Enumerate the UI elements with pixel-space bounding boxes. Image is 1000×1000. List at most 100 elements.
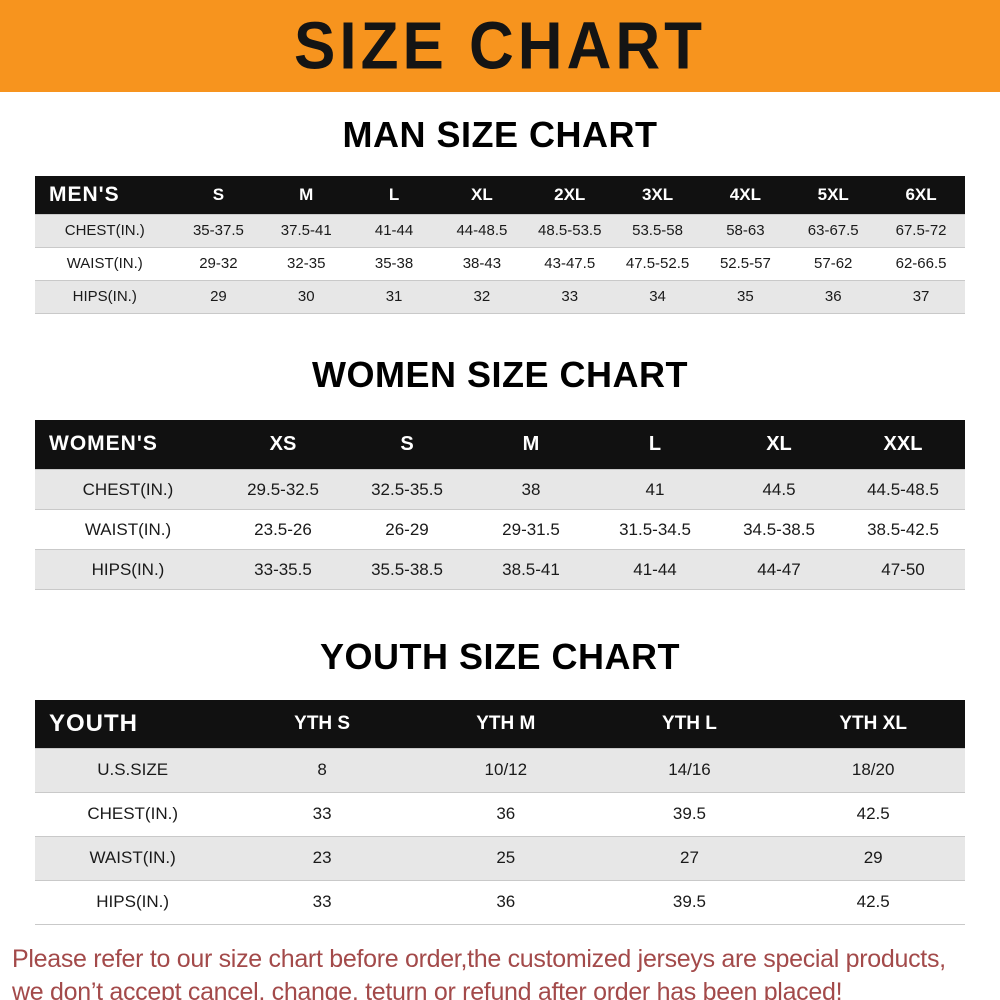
table-cell: 29.5-32.5 — [221, 469, 345, 510]
table-cell: 36 — [413, 791, 598, 836]
table-row: CHEST(IN.) 33 36 39.5 42.5 — [35, 791, 965, 836]
table-cell: 48.5-53.5 — [525, 213, 614, 247]
table-cell: 31.5-34.5 — [593, 509, 717, 550]
column-header: S — [174, 176, 263, 214]
women-size-section: WOMEN SIZE CHART WOMEN'S XS S M L XL XXL CHEST(… — [0, 353, 1000, 590]
table-cell: 35-38 — [350, 246, 438, 280]
row-label: HIPS(IN.) — [35, 279, 175, 314]
table-cell: 38.5-42.5 — [841, 509, 965, 550]
row-label: WAIST(IN.) — [35, 246, 175, 280]
table-cell: 36 — [789, 279, 878, 314]
table-cell: 41-44 — [350, 213, 438, 247]
table-cell: 44.5 — [717, 469, 841, 510]
table-cell: 33 — [230, 791, 414, 836]
table-cell: 14/16 — [597, 747, 782, 792]
column-header: S — [345, 419, 469, 470]
column-header: 6XL — [877, 176, 965, 214]
column-header: M — [469, 419, 593, 470]
table-cell: 47-50 — [841, 549, 965, 590]
table-cell: 44-47 — [717, 549, 841, 590]
table-cell: 32 — [437, 279, 526, 314]
table-cell: 38.5-41 — [469, 549, 593, 590]
column-header: YTH XL — [781, 700, 965, 748]
women-size-table: WOMEN'S XS S M L XL XXL CHEST(IN.) 29.5-32.5 32.5… — [35, 419, 965, 590]
column-header: 5XL — [789, 176, 878, 214]
table-cell: 29-31.5 — [469, 509, 593, 550]
table-cell: 41 — [593, 469, 717, 510]
row-label: CHEST(IN.) — [35, 469, 221, 510]
footer-line-2: we don’t accept cancel, change, teturn o… — [12, 977, 843, 1000]
table-cell: 23 — [230, 835, 414, 880]
table-cell: 41-44 — [593, 549, 717, 590]
footer-line-1: Please refer to our size chart before or… — [12, 944, 946, 973]
table-cell: 57-62 — [789, 246, 878, 280]
row-label: HIPS(IN.) — [35, 879, 231, 925]
table-cell: 31 — [350, 279, 438, 314]
table-cell: 29 — [174, 279, 263, 314]
column-header: 2XL — [525, 176, 614, 214]
table-cell: 58-63 — [701, 213, 790, 247]
column-header: XL — [717, 419, 841, 470]
column-header: YTH S — [230, 700, 414, 748]
table-cell: 44.5-48.5 — [841, 469, 965, 510]
table-title-cell: WOMEN'S — [35, 419, 221, 470]
table-row: WAIST(IN.) 29-32 32-35 35-38 38-43 43-47.5 47.… — [35, 246, 965, 280]
column-header: YTH M — [413, 700, 598, 748]
table-cell: 39.5 — [597, 791, 782, 836]
column-header: 4XL — [701, 176, 790, 214]
table-cell: 62-66.5 — [877, 246, 965, 280]
column-header: XXL — [841, 419, 965, 470]
table-cell: 33 — [525, 279, 614, 314]
size-table: YOUTH YTH S YTH M YTH L YTH XL U.S.SIZE 8 10/12… — [35, 700, 965, 925]
table-header-row: MEN'S S M L XL 2XL 3XL 4XL 5XL 6XL — [35, 176, 965, 214]
table-header-row: WOMEN'S XS S M L XL XXL — [35, 419, 965, 470]
row-label: U.S.SIZE — [35, 747, 231, 792]
table-row: HIPS(IN.) 29 30 31 32 33 34 35 36 37 — [35, 279, 965, 314]
table-row: HIPS(IN.) 33 36 39.5 42.5 — [35, 879, 965, 925]
table-row: CHEST(IN.) 35-37.5 37.5-41 41-44 44-48.5 48.5… — [35, 213, 965, 247]
table-row: WAIST(IN.) 23.5-26 26-29 29-31.5 31.5-34.5 34… — [35, 509, 965, 550]
man-section-heading: MAN SIZE CHART — [342, 114, 658, 155]
table-cell: 47.5-52.5 — [613, 246, 702, 280]
table-cell: 32-35 — [262, 246, 351, 280]
table-row: CHEST(IN.) 29.5-32.5 32.5-35.5 38 41 44.5 44.5… — [35, 469, 965, 510]
youth-size-table: YOUTH YTH S YTH M YTH L YTH XL U.S.SIZE 8 10/12… — [35, 700, 965, 925]
table-cell: 8 — [230, 747, 414, 792]
table-cell: 37 — [877, 279, 965, 314]
women-section-heading: WOMEN SIZE CHART — [312, 353, 688, 395]
table-row: HIPS(IN.) 33-35.5 35.5-38.5 38.5-41 41-44 44-… — [35, 549, 965, 590]
table-cell: 42.5 — [781, 879, 965, 925]
table-cell: 35 — [701, 279, 790, 314]
size-table: MEN'S S M L XL 2XL 3XL 4XL 5XL 6XL CHEST(IN.) 35-37… — [35, 176, 965, 314]
footer-note: Please refer to our size chart before or… — [12, 943, 990, 1000]
table-cell: 38 — [469, 469, 593, 510]
table-cell: 33 — [230, 879, 414, 925]
table-cell: 35.5-38.5 — [345, 549, 469, 590]
table-cell: 25 — [413, 835, 598, 880]
table-cell: 29-32 — [174, 246, 263, 280]
size-table: WOMEN'S XS S M L XL XXL CHEST(IN.) 29.5-32.5 32.5… — [35, 419, 965, 590]
table-cell: 52.5-57 — [701, 246, 790, 280]
row-label: CHEST(IN.) — [35, 791, 231, 836]
youth-section-heading: YOUTH SIZE CHART — [319, 636, 680, 677]
table-cell: 43-47.5 — [525, 246, 614, 280]
column-header: L — [350, 176, 438, 214]
table-cell: 37.5-41 — [262, 213, 351, 247]
column-header: XL — [437, 176, 526, 214]
table-row: WAIST(IN.) 23 25 27 29 — [35, 835, 965, 880]
man-size-table: MEN'S S M L XL 2XL 3XL 4XL 5XL 6XL CHEST(IN.) 35-37… — [35, 176, 965, 314]
table-title-cell: MEN'S — [35, 176, 175, 214]
table-cell: 67.5-72 — [877, 213, 965, 247]
page-title: SIZE CHART — [294, 8, 706, 84]
youth-size-section: YOUTH SIZE CHART YOUTH YTH S YTH M YTH L YTH… — [0, 636, 1000, 925]
table-cell: 18/20 — [781, 747, 965, 792]
row-label: WAIST(IN.) — [35, 835, 231, 880]
column-header: M — [262, 176, 351, 214]
row-label: WAIST(IN.) — [35, 509, 221, 550]
table-cell: 39.5 — [597, 879, 782, 925]
table-cell: 27 — [597, 835, 782, 880]
table-header-row: YOUTH YTH S YTH M YTH L YTH XL — [35, 700, 965, 748]
table-cell: 23.5-26 — [221, 509, 345, 550]
table-cell: 32.5-35.5 — [345, 469, 469, 510]
